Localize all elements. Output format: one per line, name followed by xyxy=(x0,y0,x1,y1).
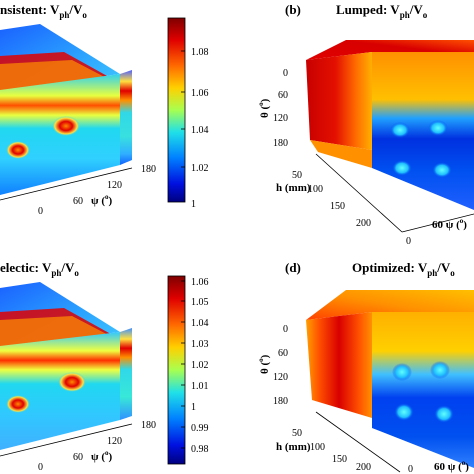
panel-a-front-spot-2 xyxy=(6,141,30,159)
panel-d-h-tick-200: 200 xyxy=(356,462,371,473)
panel-c-colorbar-tick-1.05: 1.05 xyxy=(191,297,209,308)
panel-b-side-spot-4 xyxy=(432,162,452,178)
panel-b-theta-tick-60: 60 xyxy=(278,90,288,101)
panel-a-psi-tick-0: 0 xyxy=(38,206,43,217)
panel-b-h-tick-200: 200 xyxy=(356,218,371,229)
panel-d-theta-tick-120: 120 xyxy=(273,372,288,383)
panel-a-colorbar-tick-1.06: 1.06 xyxy=(191,88,209,99)
panel-d-psi-label: 60 ψ (o) xyxy=(434,459,469,473)
panel-d-top-face xyxy=(306,290,474,320)
panel-b-h-label: h (mm) xyxy=(276,182,311,194)
panel-c-psi-tick-60: 60 xyxy=(73,452,83,463)
panel-a-colorbar-tick-1.08: 1.08 xyxy=(191,47,209,58)
panel-d-h-tick-150: 150 xyxy=(332,454,347,465)
panel-a-psi-tick-180: 180 xyxy=(141,164,156,175)
panel-b-theta-label: θ (o) xyxy=(257,98,271,118)
panel-d-front-face xyxy=(306,312,372,418)
panel-b-side-spot xyxy=(390,122,410,138)
panel-b-psi-tick-0: 0 xyxy=(406,236,411,247)
panel-b-theta-tick-120: 120 xyxy=(273,113,288,124)
panel-a-colorbar-ticks xyxy=(181,50,185,168)
panel-a-psi-label: ψ (o) xyxy=(91,193,112,207)
panel-b-letter: (b) xyxy=(285,2,301,17)
panel-c-psi-tick-180: 180 xyxy=(141,420,156,431)
panel-d-h-label: h (mm) xyxy=(276,441,311,453)
panel-b-h-tick-50: 50 xyxy=(292,170,302,181)
panel-b-title: Lumped: Vph/Vo xyxy=(336,2,428,20)
panel-b-front-lower xyxy=(310,140,372,168)
panel-d-h-tick-100: 100 xyxy=(310,442,325,453)
panel-d-side-spot xyxy=(392,363,412,381)
panel-a: nsistent: Vph/Vo 0 60 120 180 ψ (o) 1.08… xyxy=(0,2,209,217)
panel-d: (d) Optimized: Vph/Vo 0 60 120 180 θ (o)… xyxy=(257,260,474,474)
panel-c-colorbar-tick-1.02: 1.02 xyxy=(191,360,209,371)
panel-b-theta-tick-0: 0 xyxy=(283,68,288,79)
panel-b-h-tick-150: 150 xyxy=(330,201,345,212)
panel-a-colorbar-tick-1.02: 1.02 xyxy=(191,163,209,174)
panel-a-colorbar-tick-1.04: 1.04 xyxy=(191,125,209,136)
panel-b-top-face xyxy=(306,40,474,60)
panel-b-psi-label: 60 ψ (o) xyxy=(432,217,467,231)
panel-b: (b) Lumped: Vph/Vo 0 60 120 180 θ (o) 50… xyxy=(257,2,474,247)
panel-b-psi-axis xyxy=(401,213,474,233)
panel-d-h-tick-50: 50 xyxy=(292,428,302,439)
panel-c-psi-label: ψ (o) xyxy=(91,449,112,463)
panel-a-colorbar xyxy=(167,17,186,203)
panel-d-theta-tick-180: 180 xyxy=(273,396,288,407)
panel-b-side-spot-2 xyxy=(428,120,448,136)
panel-c-colorbar-tick-1.01: 1.01 xyxy=(191,381,209,392)
panel-a-psi-tick-60: 60 xyxy=(73,196,83,207)
panel-c: electic: Vph/Vo 0 60 120 180 ψ (o) xyxy=(0,260,209,473)
panel-d-psi-tick-0: 0 xyxy=(408,464,413,474)
panel-c-psi-tick-0: 0 xyxy=(38,462,43,473)
panel-d-theta-tick-0: 0 xyxy=(283,324,288,335)
panel-c-side-face xyxy=(120,328,132,420)
panel-a-psi-tick-120: 120 xyxy=(107,180,122,191)
panel-d-theta-tick-60: 60 xyxy=(278,348,288,359)
panel-a-side-face xyxy=(120,70,132,165)
panel-c-title: electic: Vph/Vo xyxy=(0,260,79,278)
panel-c-front-spot-2 xyxy=(6,395,30,413)
panel-d-letter: (d) xyxy=(285,260,301,275)
panel-c-colorbar-tick-1.06: 1.06 xyxy=(191,277,209,288)
panel-a-front-spot xyxy=(52,116,80,136)
panel-a-title: nsistent: Vph/Vo xyxy=(0,2,87,20)
panel-d-theta-label: θ (o) xyxy=(257,354,271,374)
panel-a-colorbar-tick-1: 1 xyxy=(191,199,196,210)
panel-d-side-spot-3 xyxy=(394,403,414,421)
panel-b-side-face xyxy=(372,52,474,210)
panel-c-psi-tick-120: 120 xyxy=(107,436,122,447)
panel-c-colorbar-tick-0.98: 0.98 xyxy=(191,444,209,455)
panel-c-colorbar-tick-1: 1 xyxy=(191,402,196,413)
panel-d-side-spot-4 xyxy=(434,405,454,423)
panel-b-h-axis xyxy=(315,153,403,233)
panel-a-psi-axis xyxy=(0,167,133,201)
panel-c-front-face xyxy=(0,332,120,450)
panel-d-side-face xyxy=(372,312,474,468)
panel-c-front-spot xyxy=(58,372,86,392)
panel-c-psi-axis xyxy=(0,423,133,457)
panel-c-colorbar-tick-0.99: 0.99 xyxy=(191,423,209,434)
panel-d-title: Optimized: Vph/Vo xyxy=(352,260,455,278)
panel-d-h-axis xyxy=(315,411,401,473)
panel-b-front-face xyxy=(306,52,372,150)
panel-c-colorbar-tick-1.04: 1.04 xyxy=(191,318,209,329)
panel-b-theta-tick-180: 180 xyxy=(273,138,288,149)
panel-c-colorbar xyxy=(167,275,186,465)
panel-b-h-tick-100: 100 xyxy=(308,184,323,195)
panel-c-colorbar-ticks xyxy=(181,280,185,449)
panel-d-side-spot-2 xyxy=(430,361,450,379)
panel-b-side-spot-3 xyxy=(392,160,412,176)
panel-c-colorbar-tick-1.03: 1.03 xyxy=(191,339,209,350)
